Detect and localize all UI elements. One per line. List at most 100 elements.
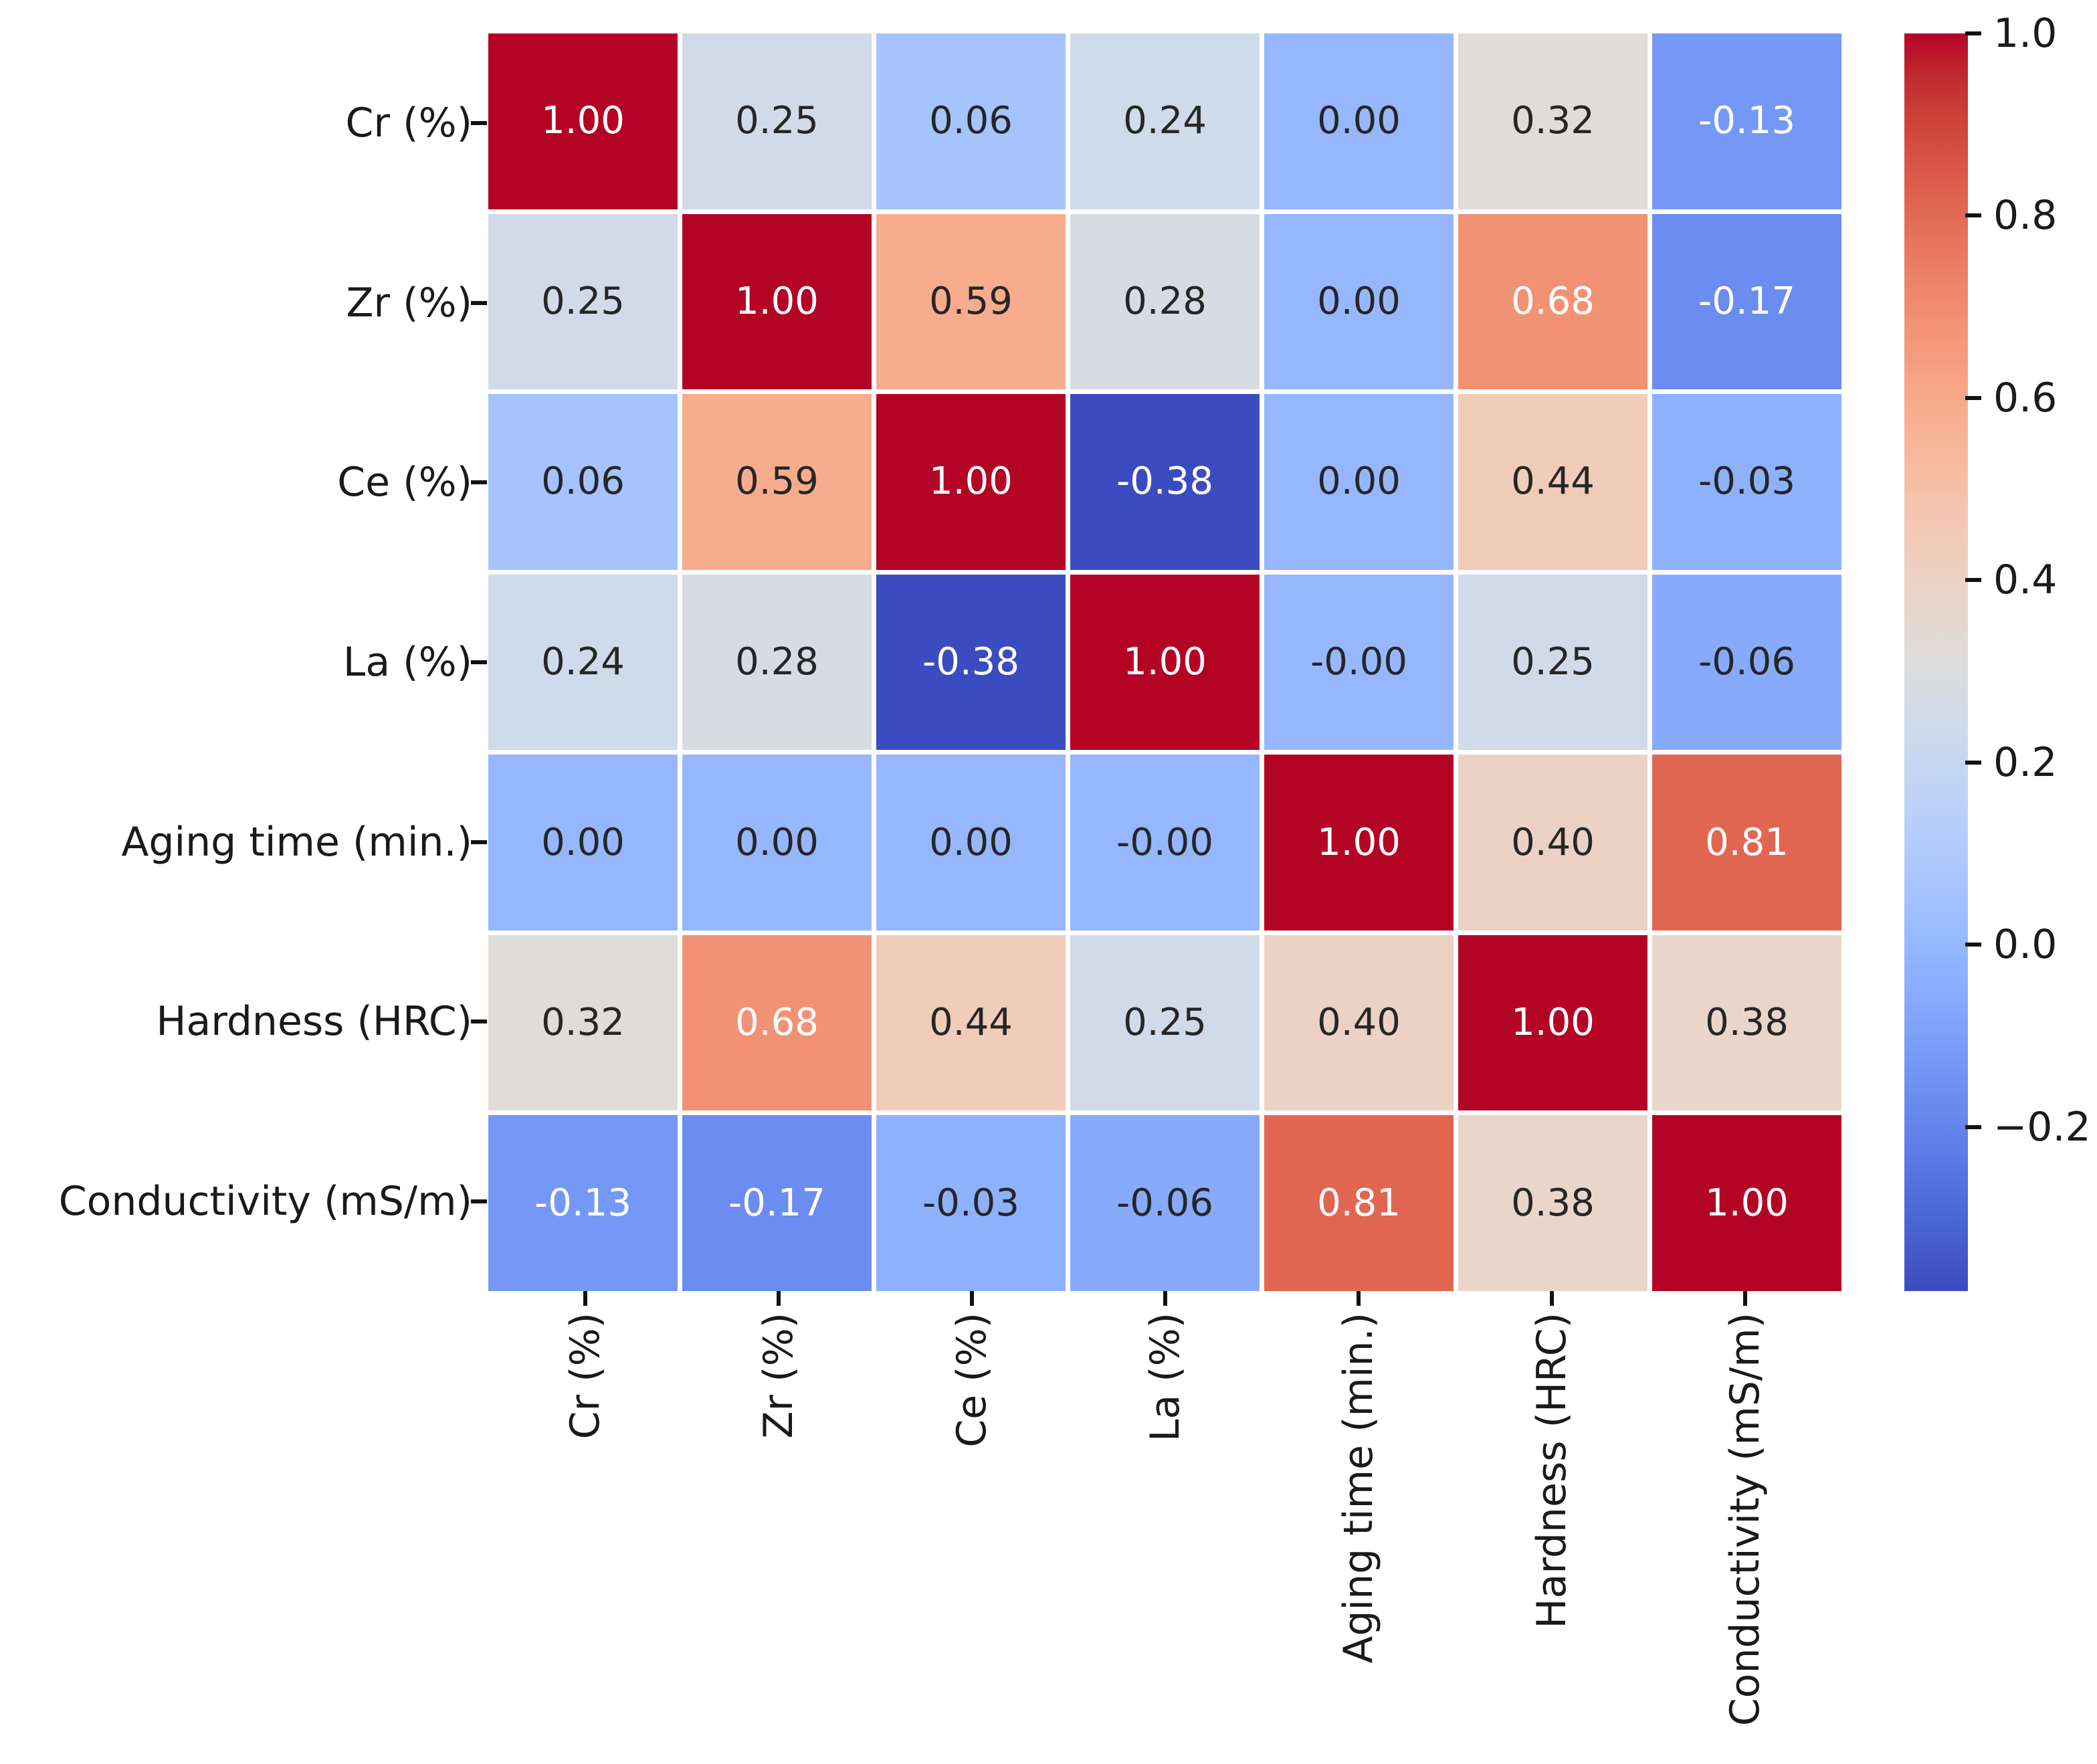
- heatmap-cell: 1.00: [1652, 1115, 1841, 1291]
- heatmap-cell: -0.00: [1264, 574, 1454, 751]
- colorbar: [1904, 33, 1968, 1291]
- cell-value: 0.68: [735, 1001, 819, 1045]
- cell-value: 0.24: [541, 640, 625, 684]
- cell-value: 0.25: [1511, 640, 1595, 684]
- colorbar-tick-mark: [1965, 578, 1981, 583]
- heatmap-cell: 0.00: [1264, 33, 1454, 209]
- heatmap-cell: -0.17: [1652, 213, 1841, 390]
- heatmap-cell: 0.00: [1264, 213, 1454, 390]
- x-tick-mark: [1549, 1291, 1554, 1306]
- cell-value: 0.40: [1317, 1001, 1401, 1045]
- cell-value: -0.03: [922, 1181, 1019, 1225]
- cell-value: 1.00: [1317, 820, 1401, 864]
- heatmap-cell: 0.32: [488, 935, 678, 1111]
- y-tick-label: Conductivity (mS/m): [58, 1177, 472, 1225]
- heatmap-cell: -0.03: [876, 1115, 1066, 1291]
- heatmap-cell: 0.00: [1264, 394, 1454, 570]
- cell-value: 0.00: [929, 820, 1013, 864]
- heatmap-cell: 0.28: [1070, 213, 1260, 390]
- y-tick-mark: [471, 300, 487, 305]
- cell-value: -0.38: [922, 640, 1019, 684]
- cell-value: 0.44: [1511, 460, 1595, 504]
- heatmap-cell: 0.25: [1458, 574, 1647, 751]
- x-tick-mark: [1163, 1291, 1167, 1306]
- colorbar-tick-label: 0.2: [1993, 739, 2058, 786]
- y-tick-mark: [471, 1019, 487, 1024]
- y-tick-mark: [471, 660, 487, 664]
- cell-value: -0.17: [1698, 279, 1795, 323]
- heatmap-cell: 1.00: [682, 213, 872, 390]
- x-tick-mark: [969, 1291, 974, 1306]
- colorbar-tick-label: 0.0: [1993, 921, 2058, 969]
- heatmap-cell: -0.13: [488, 1115, 678, 1291]
- cell-value: -0.38: [1116, 460, 1213, 504]
- cell-value: -0.00: [1116, 820, 1213, 864]
- cell-value: 0.59: [929, 279, 1013, 323]
- heatmap-cell: 0.44: [876, 935, 1066, 1111]
- heatmap-cell: 0.44: [1458, 394, 1647, 570]
- x-tick-label: Cr (%): [561, 1312, 609, 1440]
- x-tick-label: Ce (%): [948, 1312, 995, 1448]
- cell-value: 0.00: [1317, 279, 1401, 323]
- cell-value: -0.03: [1698, 460, 1795, 504]
- heatmap-cell: 0.40: [1458, 755, 1647, 930]
- heatmap-cell: 0.25: [488, 213, 678, 390]
- x-tick-mark: [1742, 1291, 1747, 1306]
- y-tick-label: Aging time (min.): [121, 818, 472, 866]
- heatmap-cell: -0.13: [1652, 33, 1841, 209]
- heatmap-cell: 0.28: [682, 574, 872, 751]
- heatmap-cell: 0.06: [876, 33, 1066, 209]
- y-tick-label: La (%): [342, 639, 472, 686]
- x-tick-label: Aging time (min.): [1334, 1312, 1382, 1664]
- cell-value: 1.00: [541, 99, 625, 143]
- cell-value: 0.40: [1511, 820, 1595, 864]
- cell-value: 0.81: [1317, 1181, 1401, 1225]
- heatmap-cell: 0.25: [682, 33, 872, 209]
- x-tick-label: Hardness (HRC): [1528, 1312, 1575, 1629]
- x-tick-label: Zr (%): [755, 1312, 802, 1439]
- cell-value: -0.00: [1310, 640, 1407, 684]
- cell-value: 1.00: [1511, 1001, 1595, 1045]
- colorbar-tick-mark: [1965, 31, 1981, 35]
- y-tick-mark: [471, 840, 487, 844]
- cell-value: 1.00: [929, 460, 1013, 504]
- heatmap-cell: 1.00: [1070, 574, 1260, 751]
- heatmap-cell: 0.24: [1070, 33, 1260, 209]
- heatmap-cell: 0.32: [1458, 33, 1647, 209]
- cell-value: 0.25: [1123, 1001, 1207, 1045]
- cell-value: 0.28: [735, 640, 819, 684]
- colorbar-tick-mark: [1965, 395, 1981, 400]
- cell-value: 0.38: [1705, 1001, 1789, 1045]
- heatmap-cell: -0.06: [1070, 1115, 1260, 1291]
- heatmap-matrix: 1.00 0.25 0.06 0.24 0.00 0.32 -0.13 0.25 1.00 0.5…: [488, 33, 1841, 1291]
- heatmap-cell: 0.24: [488, 574, 678, 751]
- heatmap-cell: 1.00: [1458, 935, 1647, 1111]
- cell-value: 0.24: [1123, 99, 1207, 143]
- heatmap-cell: 0.25: [1070, 935, 1260, 1111]
- x-tick-label: Conductivity (mS/m): [1721, 1312, 1769, 1727]
- cell-value: 0.81: [1705, 820, 1789, 864]
- cell-value: 0.59: [735, 460, 819, 504]
- cell-value: 0.28: [1123, 279, 1207, 323]
- colorbar-tick-label: 0.8: [1993, 192, 2058, 239]
- cell-value: -0.13: [1698, 99, 1795, 143]
- heatmap-cell: -0.38: [1070, 394, 1260, 570]
- heatmap-cell: 0.59: [682, 394, 872, 570]
- cell-value: 0.06: [929, 99, 1013, 143]
- x-tick-mark: [776, 1291, 781, 1306]
- colorbar-tick-label: −0.2: [1993, 1103, 2091, 1151]
- heatmap-cell: 1.00: [876, 394, 1066, 570]
- heatmap-cell: -0.03: [1652, 394, 1841, 570]
- y-tick-mark: [471, 480, 487, 485]
- heatmap-cell: 0.68: [1458, 213, 1647, 390]
- cell-value: -0.13: [534, 1181, 631, 1225]
- cell-value: 1.00: [735, 279, 819, 323]
- colorbar-tick-mark: [1965, 760, 1981, 765]
- colorbar-tick-mark: [1965, 213, 1981, 218]
- x-tick-label: La (%): [1141, 1312, 1189, 1442]
- cell-value: 0.44: [929, 1001, 1013, 1045]
- cell-value: 0.38: [1511, 1181, 1595, 1225]
- heatmap-cell: 0.00: [876, 755, 1066, 930]
- y-tick-label: Cr (%): [345, 100, 472, 147]
- y-tick-label: Zr (%): [346, 279, 472, 326]
